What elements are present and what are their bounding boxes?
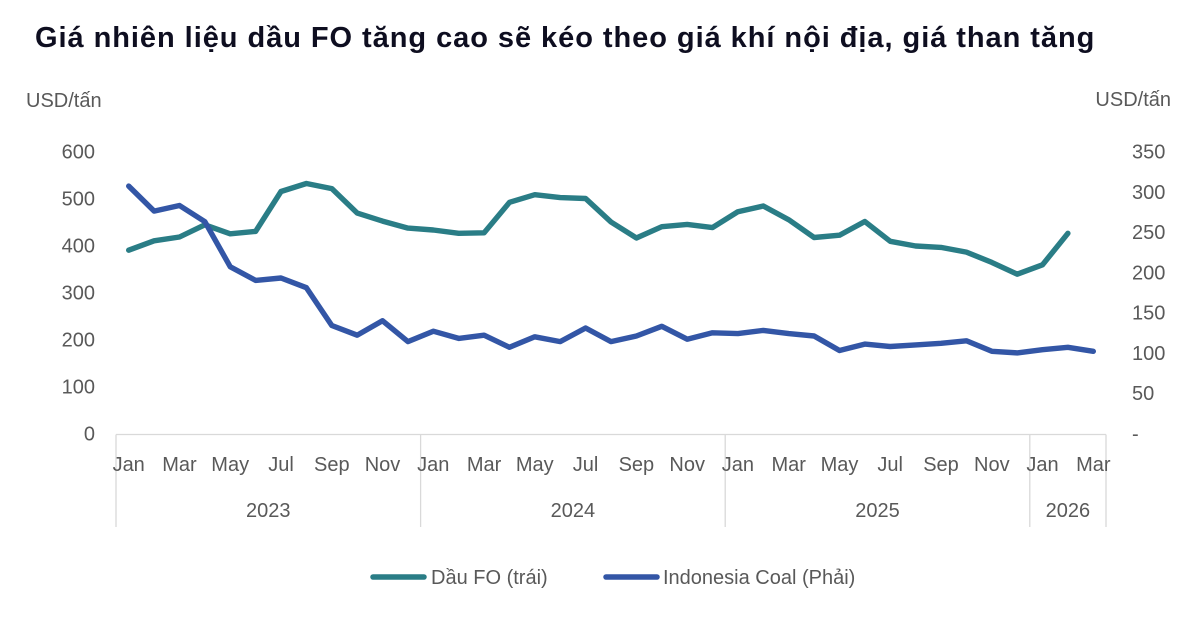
- svg-text:Jan: Jan: [722, 454, 754, 476]
- svg-text:150: 150: [1132, 303, 1165, 325]
- svg-text:USD/tấn: USD/tấn: [26, 90, 102, 112]
- svg-text:Nov: Nov: [974, 454, 1010, 476]
- svg-text:Mar: Mar: [771, 454, 806, 476]
- svg-text:May: May: [516, 454, 554, 476]
- svg-text:-: -: [1132, 424, 1139, 446]
- svg-text:Mar: Mar: [1076, 454, 1111, 476]
- svg-text:100: 100: [1132, 343, 1165, 365]
- svg-text:100: 100: [62, 377, 95, 399]
- svg-text:Giá nhiên liệu dầu FO tăng cao: Giá nhiên liệu dầu FO tăng cao sẽ kéo th…: [35, 22, 1095, 54]
- svg-text:2026: 2026: [1046, 500, 1091, 522]
- svg-text:200: 200: [62, 330, 95, 352]
- svg-text:Jul: Jul: [573, 454, 599, 476]
- svg-text:Mar: Mar: [162, 454, 197, 476]
- svg-text:Jul: Jul: [268, 454, 294, 476]
- svg-text:USD/tấn: USD/tấn: [1095, 89, 1171, 111]
- svg-text:500: 500: [62, 189, 95, 211]
- svg-text:Jul: Jul: [877, 454, 903, 476]
- svg-text:300: 300: [1132, 182, 1165, 204]
- svg-text:2024: 2024: [551, 500, 596, 522]
- svg-text:Mar: Mar: [467, 454, 502, 476]
- svg-text:300: 300: [62, 283, 95, 305]
- svg-text:200: 200: [1132, 262, 1165, 284]
- svg-text:250: 250: [1132, 222, 1165, 244]
- svg-text:Dầu FO (trái): Dầu FO (trái): [431, 567, 548, 589]
- svg-text:May: May: [821, 454, 859, 476]
- svg-text:0: 0: [84, 424, 95, 446]
- svg-text:600: 600: [62, 142, 95, 164]
- svg-text:2025: 2025: [855, 500, 900, 522]
- svg-text:Sep: Sep: [619, 454, 655, 476]
- svg-text:Sep: Sep: [314, 454, 350, 476]
- svg-text:400: 400: [62, 236, 95, 258]
- svg-text:50: 50: [1132, 383, 1154, 405]
- svg-text:Jan: Jan: [417, 454, 449, 476]
- svg-text:Sep: Sep: [923, 454, 959, 476]
- svg-text:2023: 2023: [246, 500, 291, 522]
- svg-text:Jan: Jan: [1026, 454, 1058, 476]
- svg-text:May: May: [211, 454, 249, 476]
- svg-text:350: 350: [1132, 142, 1165, 164]
- svg-text:Nov: Nov: [365, 454, 401, 476]
- svg-text:Indonesia Coal (Phải): Indonesia Coal (Phải): [663, 567, 855, 589]
- svg-text:Nov: Nov: [669, 454, 705, 476]
- svg-text:Jan: Jan: [113, 454, 145, 476]
